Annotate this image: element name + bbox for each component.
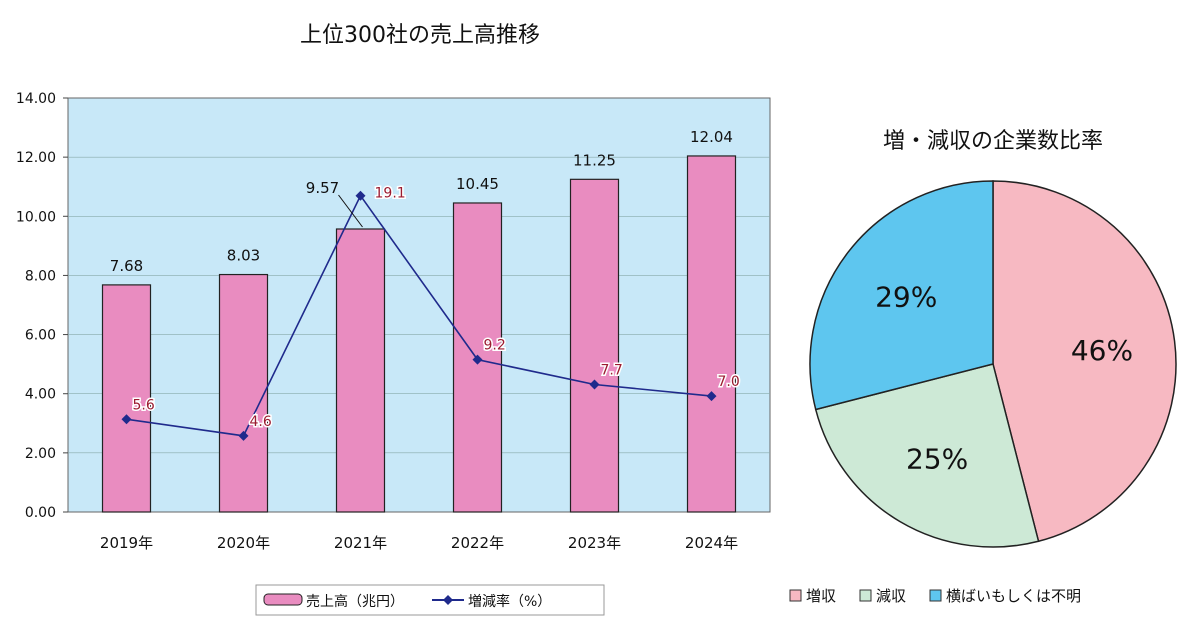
- x-tick-label: 2019年: [100, 534, 153, 552]
- bar-2024年: [686, 155, 737, 513]
- pie-legend-label: 増収: [806, 587, 836, 605]
- x-tick-label: 2023年: [568, 534, 621, 552]
- bar-value-label: 12.04: [690, 128, 733, 146]
- pie-slice-横ばいもしくは不明: [809, 180, 994, 411]
- legend-bar-swatch: [263, 593, 303, 606]
- pie-value-label: 46%: [1071, 334, 1133, 367]
- rate-point: [589, 379, 600, 390]
- pie-value-label: 29%: [875, 281, 937, 314]
- bar-value-label: 8.03: [227, 247, 260, 265]
- y-tick-label: 2.00: [25, 446, 56, 462]
- rate-value-label: 19.1: [375, 186, 406, 202]
- rate-line: [126, 194, 712, 437]
- y-tick-label: 4.00: [25, 387, 56, 403]
- pie-legend-swatch: [859, 589, 872, 602]
- rate-point: [355, 190, 366, 201]
- y-tick-label: 12.00: [16, 150, 56, 166]
- legend-line-label: 増減率（%）: [468, 593, 551, 610]
- bar-chart-title: 上位300社の売上高推移: [300, 23, 540, 48]
- legend-box: [255, 584, 605, 616]
- pie-legend-label: 横ばいもしくは不明: [946, 587, 1081, 605]
- y-tick-label: 10.00: [16, 209, 56, 225]
- x-tick-label: 2020年: [217, 534, 270, 552]
- y-tick-label: 0.00: [25, 505, 56, 521]
- pie-slice-増収: [992, 180, 1177, 543]
- y-tick-label: 14.00: [16, 91, 56, 107]
- rate-value-label: 7.0: [718, 374, 740, 390]
- pie-legend-label: 減収: [876, 587, 906, 605]
- rate-point: [472, 354, 483, 365]
- legend-bar-label: 売上高（兆円）: [306, 593, 404, 610]
- rate-point: [238, 430, 249, 441]
- pie-value-label: 25%: [906, 443, 968, 476]
- bar-value-label: 9.57: [306, 179, 339, 197]
- bar-value-label: 10.45: [456, 175, 499, 193]
- rate-point: [706, 391, 717, 402]
- bar-2023年: [569, 178, 620, 513]
- bar-value-label: 11.25: [573, 151, 616, 169]
- plot-area: [67, 97, 771, 513]
- x-tick-label: 2021年: [334, 534, 387, 552]
- bar-value-label: 7.68: [110, 257, 143, 275]
- pie-slice-減収: [814, 363, 1040, 548]
- rate-value-label: 7.7: [601, 362, 623, 378]
- x-tick-label: 2022年: [451, 534, 504, 552]
- x-tick-label: 2024年: [685, 534, 738, 552]
- rate-value-label: 4.6: [250, 414, 272, 430]
- bar-2020年: [218, 273, 269, 513]
- pie-legend-swatch: [789, 589, 802, 602]
- pie-legend-swatch: [929, 589, 942, 602]
- bar-2019年: [101, 284, 152, 513]
- y-tick-label: 6.00: [25, 328, 56, 344]
- pie-chart-title: 増・減収の企業数比率: [883, 129, 1103, 154]
- bar-2021年: [335, 228, 386, 513]
- rate-value-label: 9.2: [484, 338, 506, 354]
- y-tick-label: 8.00: [25, 268, 56, 284]
- leader-line: [338, 194, 363, 228]
- legend-line-marker: [443, 595, 453, 605]
- rate-value-label: 5.6: [133, 397, 155, 413]
- rate-point: [121, 414, 132, 425]
